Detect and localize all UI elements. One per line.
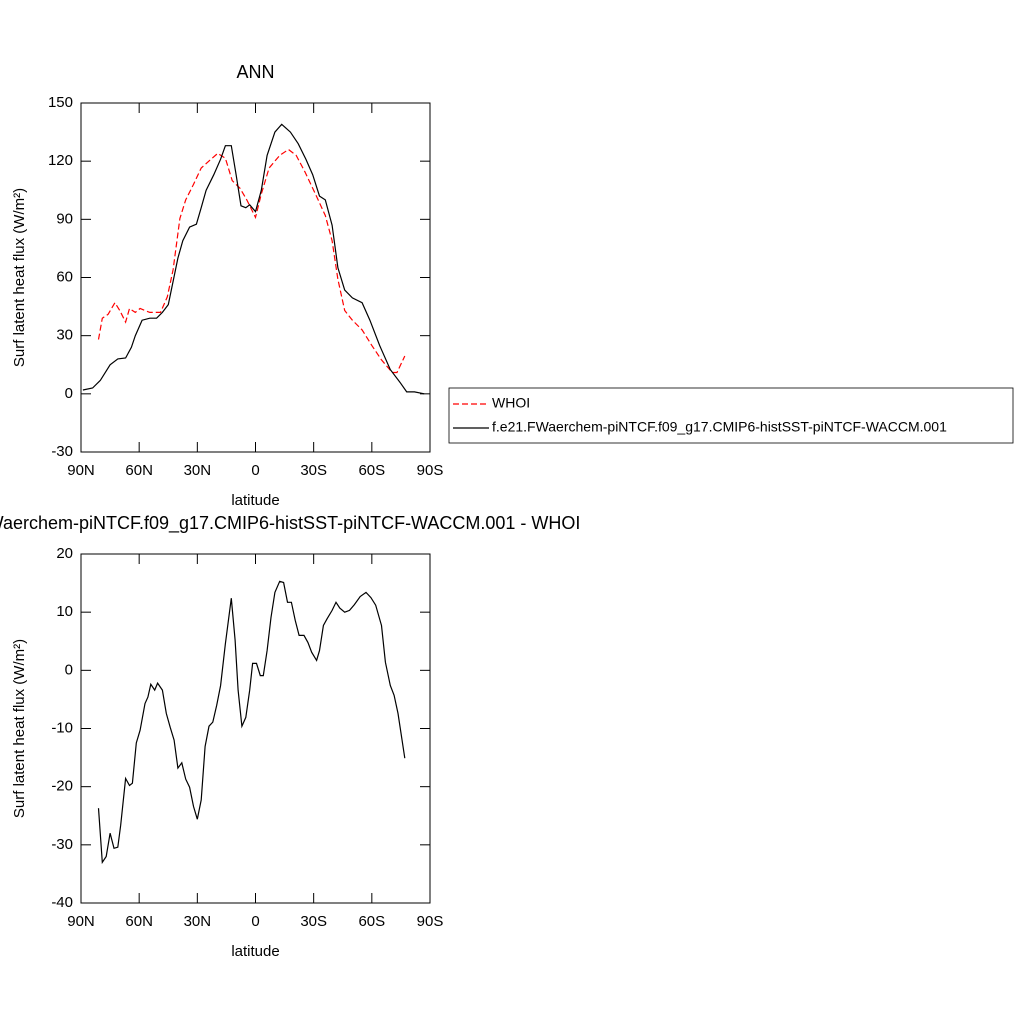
y-tick-label: -30 (51, 836, 73, 853)
plot-frame (80, 553, 431, 904)
x-tick-label: 60S (358, 913, 385, 930)
x-tick-label: 90S (417, 462, 444, 479)
x-tick-label: 90N (67, 462, 95, 479)
x-axis-label: latitude (231, 492, 279, 509)
y-tick-label: 10 (56, 603, 73, 620)
x-tick-label: 30N (184, 913, 212, 930)
data-line (97, 580, 406, 865)
y-tick-label: 0 (65, 661, 73, 678)
x-tick-label: 30S (300, 462, 327, 479)
x-tick-label: 30N (184, 462, 212, 479)
plot-frame (80, 102, 431, 453)
legend-label: f.e21.FWaerchem-piNTCF.f09_g17.CMIP6-his… (492, 419, 947, 435)
y-axis-label: Surf latent heat flux (W/m²) (11, 188, 28, 367)
x-tick-label: 0 (251, 913, 259, 930)
y-tick-label: 60 (56, 268, 73, 285)
data-line (82, 123, 425, 395)
y-tick-label: -10 (51, 719, 73, 736)
data-line (97, 148, 406, 374)
x-tick-label: 60N (125, 913, 153, 930)
y-tick-label: 150 (48, 94, 73, 111)
legend-label: WHOI (492, 395, 530, 411)
y-tick-label: -20 (51, 778, 73, 795)
y-tick-label: 20 (56, 545, 73, 562)
y-axis-label: Surf latent heat flux (W/m²) (11, 639, 28, 818)
x-tick-label: 30S (300, 913, 327, 930)
x-tick-label: 90N (67, 913, 95, 930)
chart-title: f.e21.FWaerchem-piNTCF.f09_g17.CMIP6-his… (0, 513, 580, 534)
y-tick-label: 0 (65, 385, 73, 402)
y-tick-label: 120 (48, 152, 73, 169)
y-tick-label: -40 (51, 894, 73, 911)
x-tick-label: 0 (251, 462, 259, 479)
x-tick-label: 60S (358, 462, 385, 479)
y-tick-label: 30 (56, 327, 73, 344)
chart-title: ANN (236, 62, 274, 82)
legend-box (448, 387, 1014, 444)
x-axis-label: latitude (231, 943, 279, 960)
x-tick-label: 90S (417, 913, 444, 930)
y-tick-label: 90 (56, 210, 73, 227)
y-tick-label: -30 (51, 443, 73, 460)
x-tick-label: 60N (125, 462, 153, 479)
